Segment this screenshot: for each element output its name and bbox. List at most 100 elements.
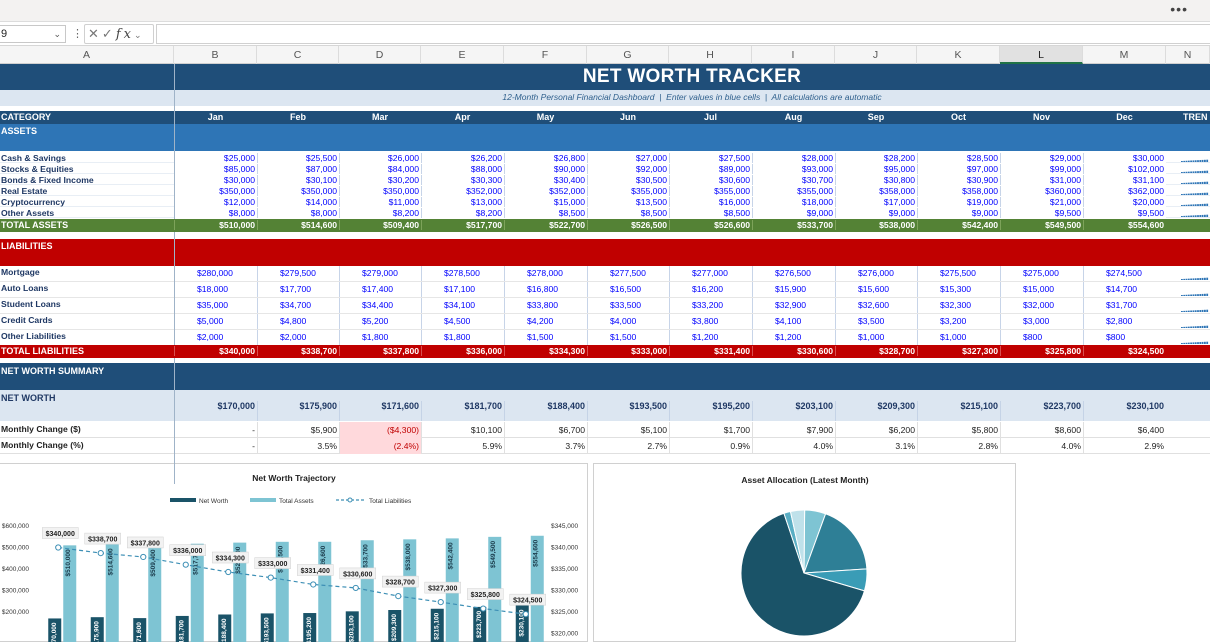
input-cell[interactable]: $16,500	[587, 282, 669, 297]
column-header-f[interactable]: F	[504, 46, 587, 64]
input-cell[interactable]: $28,500	[917, 153, 1000, 163]
column-header-k[interactable]: K	[917, 46, 1000, 64]
input-cell[interactable]: $27,500	[669, 153, 752, 163]
column-header-n[interactable]: N	[1166, 46, 1210, 64]
input-cell[interactable]: $277,500	[587, 266, 669, 281]
input-cell[interactable]: $4,200	[504, 314, 587, 329]
input-cell[interactable]: $9,500	[1083, 208, 1166, 218]
input-cell[interactable]: $30,600	[669, 175, 752, 185]
input-cell[interactable]: $280,000	[174, 266, 257, 281]
input-cell[interactable]: $15,900	[752, 282, 835, 297]
input-cell[interactable]: $32,600	[835, 298, 917, 313]
input-cell[interactable]: $28,000	[752, 153, 835, 163]
input-cell[interactable]: $360,000	[1000, 186, 1083, 196]
column-header-j[interactable]: J	[835, 46, 917, 64]
input-cell[interactable]: $9,500	[1000, 208, 1083, 218]
input-cell[interactable]: $4,500	[421, 314, 504, 329]
input-cell[interactable]: $32,900	[752, 298, 835, 313]
input-cell[interactable]: $275,500	[917, 266, 1000, 281]
input-cell[interactable]: $18,000	[174, 282, 257, 297]
input-cell[interactable]: $34,700	[257, 298, 339, 313]
input-cell[interactable]: $20,000	[1083, 197, 1166, 207]
input-cell[interactable]: $800	[1083, 330, 1166, 345]
input-cell[interactable]: $279,000	[339, 266, 421, 281]
column-header-i[interactable]: I	[752, 46, 835, 64]
input-cell[interactable]: $30,000	[174, 175, 257, 185]
input-cell[interactable]: $16,800	[504, 282, 587, 297]
input-cell[interactable]: $8,200	[339, 208, 421, 218]
input-cell[interactable]: $85,000	[174, 164, 257, 174]
column-header-e[interactable]: E	[421, 46, 504, 64]
input-cell[interactable]: $350,000	[174, 186, 257, 196]
input-cell[interactable]: $800	[1000, 330, 1083, 345]
input-cell[interactable]: $3,500	[835, 314, 917, 329]
input-cell[interactable]: $350,000	[257, 186, 339, 196]
input-cell[interactable]: $352,000	[504, 186, 587, 196]
input-cell[interactable]: $16,000	[669, 197, 752, 207]
input-cell[interactable]: $11,000	[339, 197, 421, 207]
input-cell[interactable]: $35,000	[174, 298, 257, 313]
input-cell[interactable]: $355,000	[587, 186, 669, 196]
worksheet[interactable]: NET WORTH TRACKER 12-Month Personal Fina…	[0, 64, 1210, 642]
input-cell[interactable]: $12,000	[174, 197, 257, 207]
input-cell[interactable]: $4,100	[752, 314, 835, 329]
input-cell[interactable]: $17,000	[835, 197, 917, 207]
input-cell[interactable]: $99,000	[1000, 164, 1083, 174]
input-cell[interactable]: $30,800	[835, 175, 917, 185]
input-cell[interactable]: $16,200	[669, 282, 752, 297]
input-cell[interactable]: $9,000	[752, 208, 835, 218]
column-header-m[interactable]: M	[1083, 46, 1166, 64]
input-cell[interactable]: $93,000	[752, 164, 835, 174]
input-cell[interactable]: $32,300	[917, 298, 1000, 313]
input-cell[interactable]: $15,300	[917, 282, 1000, 297]
input-cell[interactable]: $1,000	[917, 330, 1000, 345]
input-cell[interactable]: $87,000	[257, 164, 339, 174]
column-header-l[interactable]: L	[1000, 46, 1083, 64]
input-cell[interactable]: $19,000	[917, 197, 1000, 207]
function-icon[interactable]: fx	[115, 27, 134, 42]
input-cell[interactable]: $13,500	[587, 197, 669, 207]
input-cell[interactable]: $1,800	[339, 330, 421, 345]
input-cell[interactable]: $278,000	[504, 266, 587, 281]
input-cell[interactable]: $276,500	[752, 266, 835, 281]
input-cell[interactable]: $3,000	[1000, 314, 1083, 329]
input-cell[interactable]: $352,000	[421, 186, 504, 196]
column-header-a[interactable]: A	[0, 46, 174, 64]
column-header-d[interactable]: D	[339, 46, 421, 64]
input-cell[interactable]: $33,200	[669, 298, 752, 313]
column-header-g[interactable]: G	[587, 46, 669, 64]
input-cell[interactable]: $30,900	[917, 175, 1000, 185]
formula-input[interactable]	[156, 24, 1210, 44]
input-cell[interactable]: $1,000	[835, 330, 917, 345]
input-cell[interactable]: $31,000	[1000, 175, 1083, 185]
input-cell[interactable]: $1,800	[421, 330, 504, 345]
input-cell[interactable]: $358,000	[917, 186, 1000, 196]
input-cell[interactable]: $2,800	[1083, 314, 1166, 329]
input-cell[interactable]: $30,400	[504, 175, 587, 185]
input-cell[interactable]: $28,200	[835, 153, 917, 163]
input-cell[interactable]: $14,000	[257, 197, 339, 207]
input-cell[interactable]: $21,000	[1000, 197, 1083, 207]
input-cell[interactable]: $279,500	[257, 266, 339, 281]
input-cell[interactable]: $17,700	[257, 282, 339, 297]
input-cell[interactable]: $30,700	[752, 175, 835, 185]
column-header-b[interactable]: B	[174, 46, 257, 64]
input-cell[interactable]: $9,000	[917, 208, 1000, 218]
input-cell[interactable]: $14,700	[1083, 282, 1166, 297]
input-cell[interactable]: $26,000	[339, 153, 421, 163]
input-cell[interactable]: $97,000	[917, 164, 1000, 174]
input-cell[interactable]: $8,500	[669, 208, 752, 218]
input-cell[interactable]: $3,200	[917, 314, 1000, 329]
input-cell[interactable]: $4,800	[257, 314, 339, 329]
input-cell[interactable]: $31,100	[1083, 175, 1166, 185]
input-cell[interactable]: $362,000	[1083, 186, 1166, 196]
input-cell[interactable]: $13,000	[421, 197, 504, 207]
cancel-icon[interactable]: ✕	[88, 26, 102, 41]
input-cell[interactable]: $33,800	[504, 298, 587, 313]
input-cell[interactable]: $8,200	[421, 208, 504, 218]
column-header-h[interactable]: H	[669, 46, 752, 64]
input-cell[interactable]: $30,300	[421, 175, 504, 185]
input-cell[interactable]: $30,500	[587, 175, 669, 185]
input-cell[interactable]: $30,000	[1083, 153, 1166, 163]
input-cell[interactable]: $92,000	[587, 164, 669, 174]
